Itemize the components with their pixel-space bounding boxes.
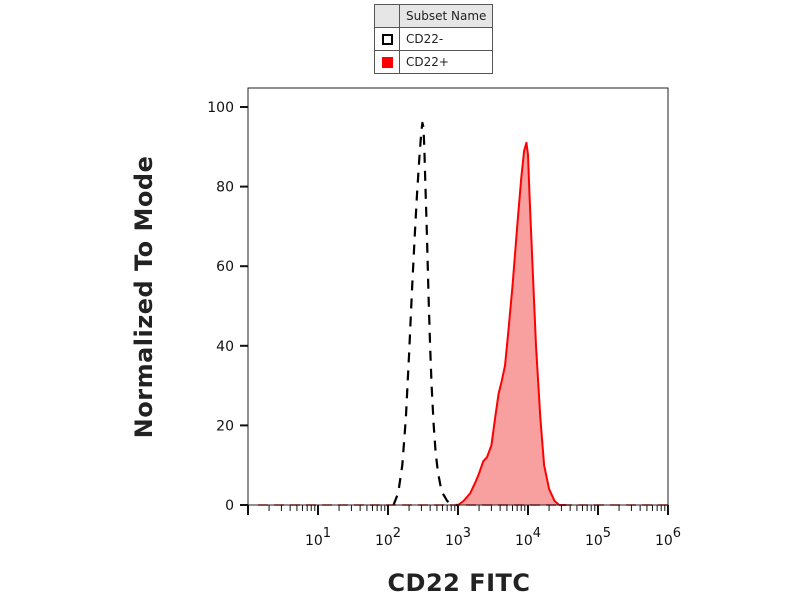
legend-header-row: Subset Name [374, 4, 494, 28]
x-tick-label-2: 102 [375, 526, 401, 549]
x-tick-label-exponent: 5 [603, 526, 611, 541]
legend-item-cd22-pos: CD22+ [374, 50, 494, 74]
x-tick-label-base: 10 [375, 533, 393, 549]
x-tick-label-base: 10 [515, 533, 533, 549]
x-tick-label-4: 104 [515, 526, 541, 549]
x-tick-label-exponent: 4 [533, 526, 541, 541]
legend-item-cd22-neg: CD22- [374, 27, 494, 51]
x-tick-label-exponent: 1 [323, 526, 331, 541]
x-tick-label-base: 10 [445, 533, 463, 549]
x-tick-label-exponent: 6 [673, 526, 681, 541]
series-line-cd22-neg [392, 121, 458, 507]
x-tick-label-3: 103 [445, 526, 471, 549]
x-axis-title: CD22 FITC [387, 569, 530, 597]
x-tick-label-base: 10 [305, 533, 323, 549]
plot-frame [247, 87, 669, 506]
series-line-cd22-pos [457, 141, 567, 506]
x-tick-label-1: 101 [305, 526, 331, 549]
legend-header: Subset Name [398, 4, 494, 28]
y-tick-label-0: 0 [225, 498, 234, 514]
legend-swatch-cd22-pos [381, 57, 393, 68]
series-area-cd22-pos [458, 142, 567, 506]
y-tick-label-100: 100 [207, 100, 234, 116]
x-tick-label-6: 106 [655, 526, 681, 549]
legend-swatch-cell-cd22-neg [374, 27, 400, 51]
legend-label-cd22-pos: CD22+ [398, 50, 494, 74]
y-tick-label-20: 20 [216, 418, 234, 434]
plot-layer [248, 121, 668, 507]
y-tick-label-80: 80 [216, 180, 234, 196]
x-tick-label-exponent: 3 [463, 526, 471, 541]
y-tick-label-60: 60 [216, 259, 234, 275]
x-tick-label-base: 10 [585, 533, 603, 549]
x-tick-label-exponent: 2 [393, 526, 401, 541]
x-tick-label-5: 105 [585, 526, 611, 549]
legend-label-cd22-neg: CD22- [398, 27, 494, 51]
y-axis-title: Normalized To Mode [130, 156, 158, 439]
legend: Subset Name CD22- CD22+ [374, 4, 494, 74]
y-tick-label-40: 40 [216, 339, 234, 355]
x-tick-label-base: 10 [655, 533, 673, 549]
legend-swatch-cd22-neg [381, 34, 393, 45]
